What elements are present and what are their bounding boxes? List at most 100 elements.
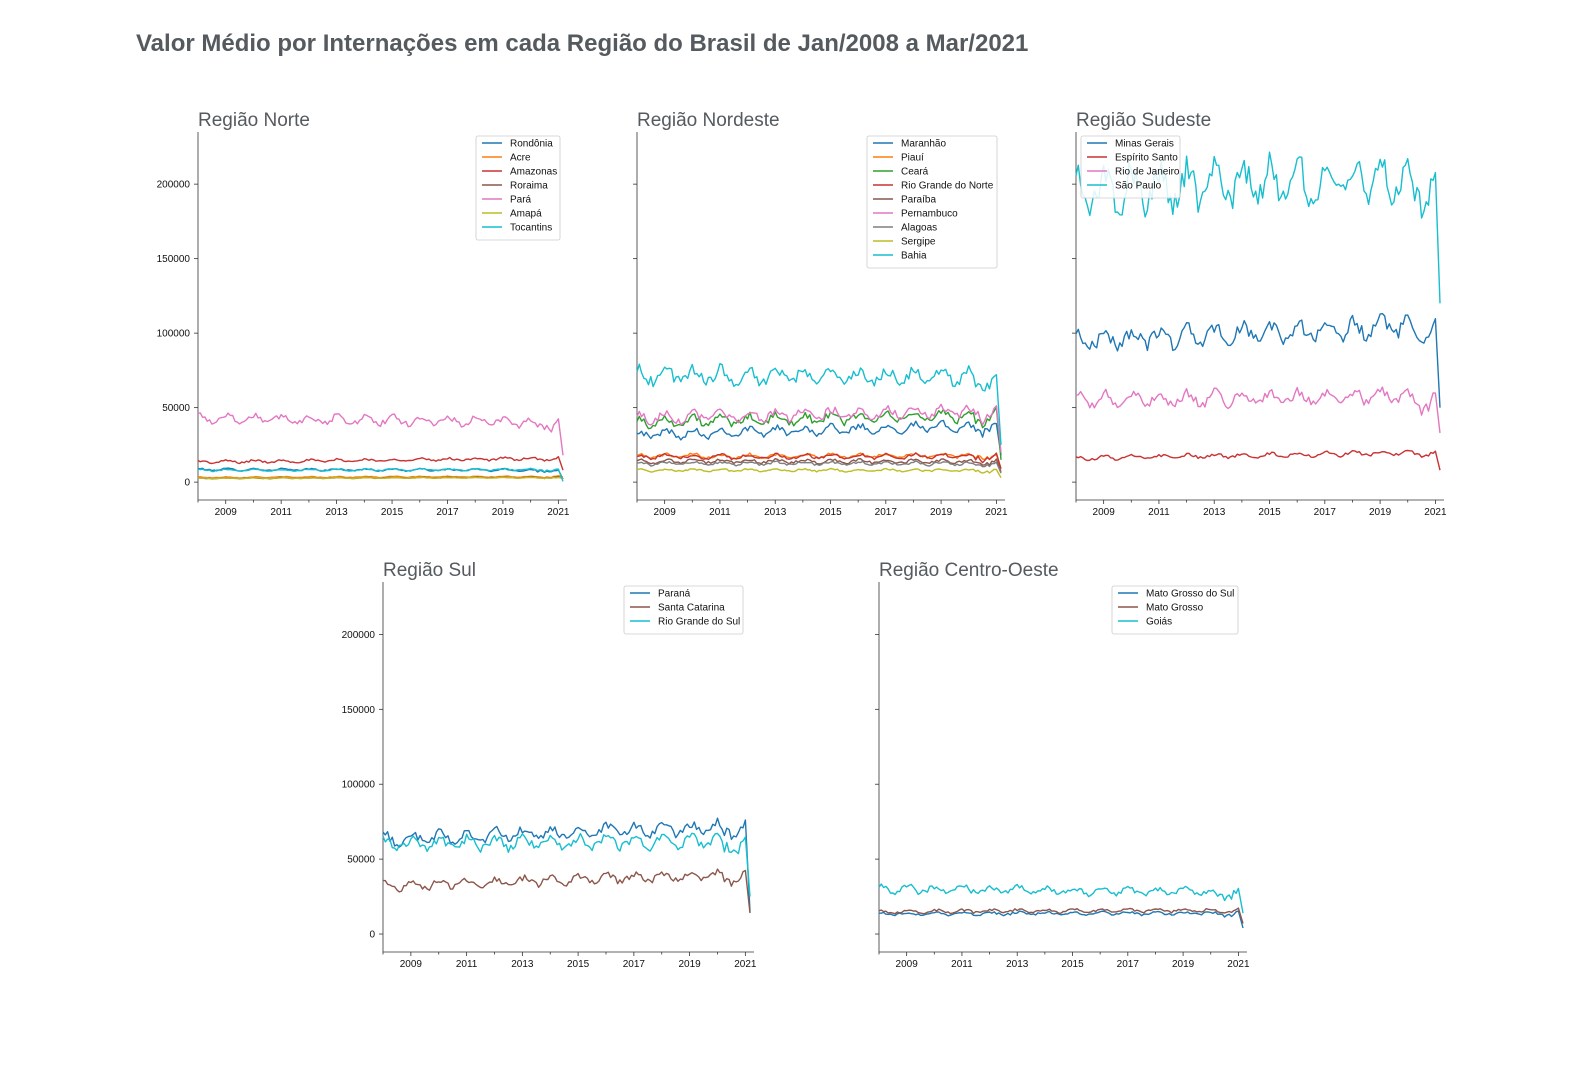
legend: Minas Gerais Espírito Santo Rio de Janeiro… [1080, 135, 1181, 199]
x-tick-label: 2015 [1258, 507, 1281, 518]
x-tick-label: 2011 [951, 959, 973, 970]
y-tick-label: 150000 [157, 254, 191, 265]
x-tick-label: 2009 [896, 959, 919, 970]
y-tick-label: 50000 [162, 403, 190, 414]
series-line-alagoas [636, 460, 1002, 474]
panel-title: Região Sul [383, 560, 476, 581]
legend-entry: Rio de Janeiro [1115, 167, 1180, 178]
x-tick-label: 2013 [511, 959, 534, 970]
x-tick-label: 2017 [436, 507, 459, 518]
legend-box [866, 135, 998, 269]
legend-entry: Mato Grosso do Sul [1146, 589, 1234, 600]
legend-entry: Paraíba [901, 195, 936, 206]
x-tick-label: 2019 [678, 959, 701, 970]
series-line-mato-grosso-do-sul [879, 910, 1244, 929]
legend-entry: Paraná [658, 589, 691, 600]
series-line-minas-gerais [1075, 312, 1441, 408]
y-tick-label: 100000 [157, 329, 191, 340]
x-tick-label: 2017 [1314, 507, 1337, 518]
legend-entry: Espírito Santo [1115, 153, 1178, 164]
page-title: Valor Médio por Internações em cada Regi… [136, 30, 1029, 57]
series-line-pernambuco [636, 403, 1002, 453]
panel-title: Região Sudeste [1076, 110, 1211, 131]
legend-box [1111, 585, 1239, 635]
panel-regiao-sudeste: Região Sudeste 2009 2011 2013 2015 2017 2019 20… [1072, 110, 1447, 518]
series-line-goias [878, 883, 1244, 914]
series-line-ceara [636, 406, 1002, 460]
series-line-santa-catarina [383, 868, 751, 914]
x-tick-label: 2015 [1061, 959, 1084, 970]
panel-regiao-sul: Região Sul 0 50000 100000 150000 200000 2009 20… [342, 560, 757, 970]
legend-box [475, 135, 561, 241]
x-tick-label: 2009 [215, 507, 238, 518]
legend-entry: Pernambuco [901, 209, 958, 220]
legend-entry: Maranhão [901, 139, 946, 150]
x-tick-label: 2021 [734, 959, 757, 970]
series-line-rio-grande-do-norte [636, 452, 1002, 469]
x-tick-label: 2013 [1203, 507, 1226, 518]
x-tick-label: 2015 [819, 507, 842, 518]
panel-title: Região Norte [198, 110, 310, 131]
legend-entry: Amazonas [510, 167, 557, 178]
x-tick-label: 2015 [567, 959, 590, 970]
legend-entry: Acre [510, 153, 531, 164]
y-tick-label: 0 [369, 930, 375, 941]
x-tick-label: 2013 [1006, 959, 1029, 970]
x-tick-label: 2021 [1424, 507, 1447, 518]
series-line-espirito-santo [1075, 449, 1441, 471]
x-tick-label: 2009 [1093, 507, 1116, 518]
series-line-para [197, 412, 564, 456]
legend-entry: Alagoas [901, 223, 937, 234]
x-tick-label: 2011 [1148, 507, 1170, 518]
panel-title: Região Nordeste [637, 110, 780, 131]
legend: Maranhão Piauí Ceará Rio Grande do Norte Par… [866, 135, 998, 269]
legend-entry: Goiás [1146, 617, 1172, 628]
y-tick-label: 0 [184, 478, 190, 489]
series-line-sergipe [636, 467, 1002, 479]
x-tick-label: 2017 [875, 507, 898, 518]
x-tick-label: 2013 [764, 507, 787, 518]
x-tick-label: 2021 [1227, 959, 1250, 970]
x-tick-label: 2011 [270, 507, 292, 518]
legend-entry: Mato Grosso [1146, 603, 1204, 614]
y-tick-label: 200000 [342, 630, 376, 641]
legend-entry: Rondônia [510, 139, 553, 150]
legend-box [1080, 135, 1181, 199]
legend-entry: Roraima [510, 181, 548, 192]
legend-entry: Amapá [510, 209, 542, 220]
x-tick-label: 2013 [325, 507, 348, 518]
series-line-amazonas [197, 456, 564, 471]
y-tick-label: 200000 [157, 180, 191, 191]
panel-regiao-nordeste: Região Nordeste 2009 2011 2013 2015 2017 2019 2… [633, 110, 1008, 518]
legend-entry: Minas Gerais [1115, 139, 1174, 150]
legend-entry: Sergipe [901, 237, 936, 248]
panel-regiao-norte: Região Norte 0 50000 100000 150000 200000 2009… [157, 110, 570, 518]
series-line-amapa [197, 476, 564, 480]
x-tick-label: 2019 [1369, 507, 1392, 518]
y-tick-label: 100000 [342, 780, 376, 791]
x-tick-label: 2017 [1117, 959, 1140, 970]
x-tick-label: 2019 [930, 507, 953, 518]
legend-entry: Rio Grande do Sul [658, 617, 740, 628]
x-tick-label: 2009 [400, 959, 423, 970]
legend: Mato Grosso do Sul Mato Grosso Goiás [1111, 585, 1239, 635]
legend-entry: Santa Catarina [658, 603, 725, 614]
legend-entry: Rio Grande do Norte [901, 181, 994, 192]
x-tick-label: 2021 [985, 507, 1008, 518]
panel-regiao-centro-oeste: Região Centro-Oeste 2009 2011 2013 2015 2017 2… [875, 560, 1250, 970]
y-tick-label: 50000 [347, 855, 375, 866]
y-tick-label: 150000 [342, 705, 376, 716]
legend-entry: Tocantins [510, 223, 552, 234]
x-tick-label: 2019 [492, 507, 515, 518]
panel-title: Região Centro-Oeste [879, 560, 1059, 581]
legend-entry: Pará [510, 195, 532, 206]
legend: Rondônia Acre Amazonas Roraima Pará Amapá Toca… [475, 135, 561, 241]
x-tick-label: 2017 [623, 959, 646, 970]
x-tick-label: 2009 [654, 507, 677, 518]
legend-box [623, 585, 744, 635]
series-line-mato-grosso [878, 907, 1244, 924]
legend-entry: Piauí [901, 153, 924, 164]
x-tick-label: 2021 [547, 507, 570, 518]
legend-entry: Bahia [901, 251, 927, 262]
